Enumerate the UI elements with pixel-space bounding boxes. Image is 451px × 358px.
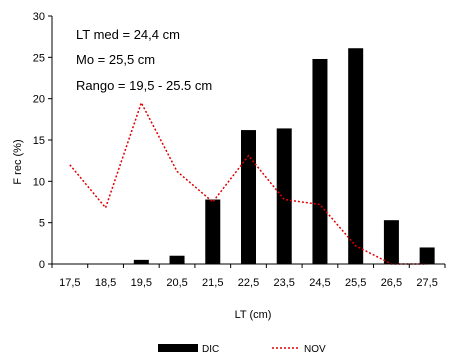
bar-dic: [276, 128, 292, 264]
annotation-mode: Mo = 25,5 cm: [76, 52, 155, 67]
bar-dic: [169, 255, 185, 264]
y-tick-label: 5: [39, 218, 45, 230]
line-nov: [69, 100, 428, 265]
y-tick-label: 30: [33, 11, 45, 23]
y-axis-label: F rec (%): [12, 139, 24, 184]
x-tick-label: 21,5: [202, 277, 223, 289]
bar-dic: [419, 247, 435, 264]
bar-dic: [348, 48, 364, 264]
y-tick-label: 20: [33, 94, 45, 106]
bar-dic: [241, 130, 256, 264]
x-tick-label: 20,5: [166, 277, 187, 289]
annotation-range: Rango = 19,5 - 25.5 cm: [76, 78, 212, 93]
bar-dic: [312, 58, 328, 265]
x-tick-label: 17,5: [59, 277, 80, 289]
y-tick-label: 15: [33, 135, 45, 147]
x-tick-label: 19,5: [131, 277, 152, 289]
x-tick-label: 27,5: [416, 277, 437, 289]
y-ticks-group: 0 5 10 15 20 25 30: [33, 11, 52, 271]
bar-dic: [205, 199, 221, 264]
annotation-lt-med: LT med = 24,4 cm: [76, 27, 180, 42]
x-tick-label: 26,5: [381, 277, 402, 289]
x-tick-label: 24,5: [309, 277, 330, 289]
x-ticks-group: 17,5 18,5 19,5 20,5 21,5 22,5 23,5 24,5 25,5 26,5…: [51, 264, 446, 289]
y-tick-label: 10: [33, 176, 45, 188]
bar-dic: [383, 220, 399, 264]
legend-label-dic: DIC: [202, 344, 219, 355]
line-group: [69, 100, 428, 265]
x-axis-label: LT (cm): [235, 309, 272, 321]
x-tick-label: 22,5: [238, 277, 259, 289]
x-tick-label: 25,5: [345, 277, 366, 289]
y-tick-label: 25: [33, 52, 45, 64]
bars-group: [133, 48, 435, 265]
x-tick-label: 23,5: [274, 277, 295, 289]
legend-swatch-dic: [158, 344, 198, 352]
bar-dic: [133, 259, 149, 264]
x-tick-label: 18,5: [95, 277, 116, 289]
legend-label-nov: NOV: [304, 344, 326, 355]
legend: DIC NOV: [158, 344, 326, 355]
y-tick-label: 0: [39, 259, 45, 271]
